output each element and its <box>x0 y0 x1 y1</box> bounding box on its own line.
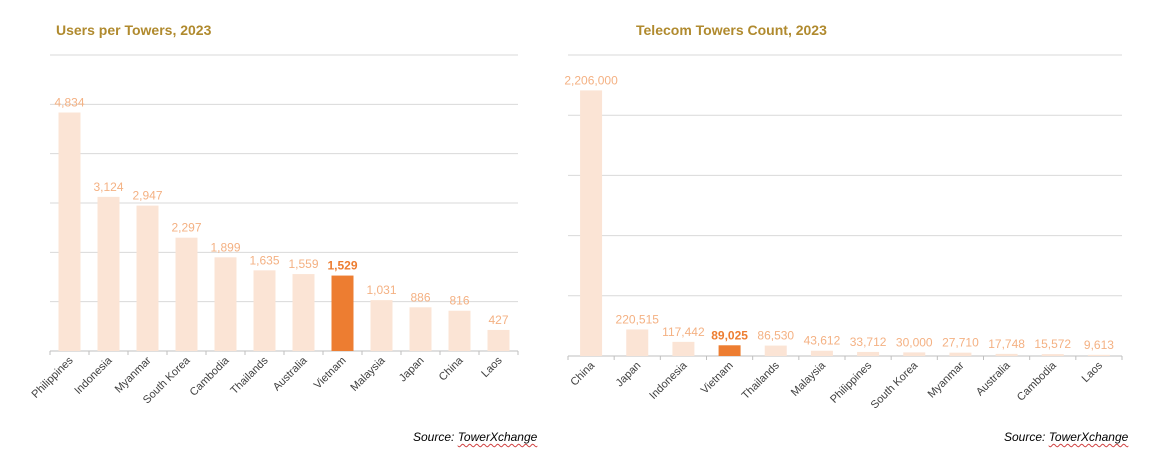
source-prefix: Source: <box>413 430 458 444</box>
x-tick-label: Myanmar <box>113 354 154 395</box>
bar-australia <box>995 353 1018 356</box>
x-tick-label: Indonesia <box>72 354 115 397</box>
x-tick-label: Myanmar <box>926 359 967 400</box>
source-prefix: Source: <box>1004 430 1049 444</box>
bar-indonesia <box>97 196 120 351</box>
chart-plot: 4,834 Philippines 3,124 Indonesia 2,947 Myanm… <box>30 54 519 406</box>
bar-laos <box>487 329 510 351</box>
data-label: 2,297 <box>171 221 201 235</box>
source-name: TowerXchange <box>457 430 538 444</box>
x-tick-label: Laos <box>1080 359 1106 385</box>
data-label: 117,442 <box>662 325 705 339</box>
chart-title: Telecom Towers Count, 2023 <box>636 22 827 38</box>
bar-australia <box>292 274 315 351</box>
bar-cambodia <box>1041 354 1064 356</box>
x-tick-label: Indonesia <box>647 359 690 402</box>
data-label: 2,947 <box>132 189 162 203</box>
bar-indonesia <box>672 341 695 356</box>
x-tick-label: Vietnam <box>312 355 349 392</box>
x-tick-label: China <box>437 354 466 383</box>
bar-cambodia <box>214 257 237 351</box>
data-label: 89,025 <box>711 328 748 342</box>
x-tick-label: Philippines <box>30 354 76 400</box>
data-label: 2,206,000 <box>564 73 618 87</box>
source-note: Source: TowerXchange <box>1004 430 1128 444</box>
data-label: 1,559 <box>288 257 318 271</box>
data-label: 3,124 <box>93 180 123 194</box>
bar-philippines <box>857 351 880 356</box>
bar-vietnam <box>718 345 741 356</box>
data-label: 1,529 <box>327 259 357 273</box>
x-tick-label: Thailands <box>740 359 783 402</box>
bar-malaysia <box>370 300 393 351</box>
bar-south-korea <box>175 237 198 351</box>
x-tick-label: Australia <box>271 354 310 393</box>
data-label: 427 <box>488 313 508 327</box>
bar-south-korea <box>903 352 926 356</box>
data-label: 17,748 <box>988 337 1025 351</box>
chart-users-per-tower: Users per Towers, 2023 4,834 Philippines 3… <box>0 0 560 454</box>
chart-title: Users per Towers, 2023 <box>56 22 212 38</box>
x-tick-label: Laos <box>479 354 505 380</box>
bar-china <box>448 310 471 351</box>
data-label: 30,000 <box>896 335 933 349</box>
bar-thailands <box>253 270 276 351</box>
bar-vietnam <box>331 275 354 351</box>
source-note: Source: TowerXchange <box>413 430 537 444</box>
source-name: TowerXchange <box>1048 430 1129 444</box>
data-label: 1,031 <box>366 283 396 297</box>
x-tick-label: Japan <box>614 360 644 390</box>
data-label: 43,612 <box>804 334 841 348</box>
x-tick-label: Philippines <box>828 359 874 405</box>
data-label: 220,515 <box>616 312 660 326</box>
chart-telecom-towers-count: Telecom Towers Count, 2023 2,206,000 Chin… <box>560 0 1162 454</box>
data-label: 4,834 <box>54 96 84 110</box>
bar-myanmar <box>949 352 972 356</box>
bar-laos <box>1087 354 1110 356</box>
bar-china <box>580 90 603 357</box>
data-label: 1,635 <box>249 253 279 267</box>
x-tick-label: Malaysia <box>789 359 829 399</box>
data-label: 816 <box>449 294 469 308</box>
x-tick-label: Japan <box>397 355 427 385</box>
bar-japan <box>409 307 432 351</box>
data-label: 886 <box>410 290 430 304</box>
x-tick-label: South Korea <box>869 359 921 411</box>
bar-japan <box>626 329 649 356</box>
bar-thailands <box>764 345 787 356</box>
x-tick-label: Australia <box>974 359 1013 398</box>
bar-philippines <box>58 112 81 351</box>
data-label: 86,530 <box>757 329 794 343</box>
x-tick-label: Cambodia <box>1015 359 1060 404</box>
x-tick-label: Malaysia <box>348 354 388 394</box>
x-tick-label: Cambodia <box>188 354 233 399</box>
data-label: 27,710 <box>942 336 979 350</box>
data-label: 9,613 <box>1084 338 1114 352</box>
chart-plot: 2,206,000 China 220,515 Japan 117,442 Indones… <box>564 54 1123 411</box>
data-label: 15,572 <box>1034 337 1071 351</box>
data-label: 33,712 <box>850 335 887 349</box>
bar-myanmar <box>136 205 159 351</box>
x-tick-label: Thailands <box>228 354 271 397</box>
data-label: 1,899 <box>210 240 240 254</box>
x-tick-label: China <box>568 359 597 388</box>
bar-malaysia <box>810 350 833 356</box>
x-tick-label: Vietnam <box>699 360 736 397</box>
